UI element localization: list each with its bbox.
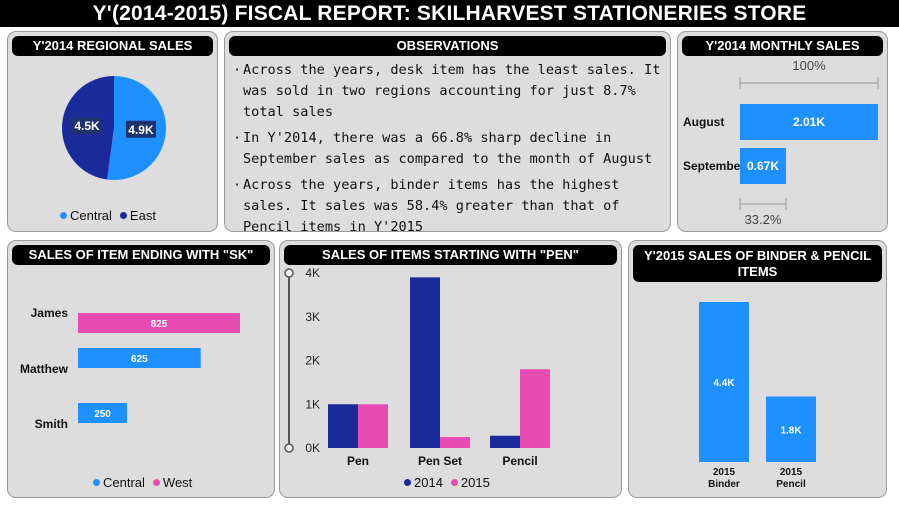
pen-bar-2015: [358, 404, 388, 448]
monthly-bar: [740, 104, 878, 140]
sk-sales-panel: SALES OF ITEM ENDING WITH "SK" James 825 M…: [7, 240, 275, 498]
month-label: September: [683, 159, 745, 173]
y-tick-label: 3K: [305, 310, 320, 324]
pie-data-label: 4.9K: [128, 123, 154, 137]
sk-data-label: 250: [94, 409, 111, 420]
west-legend-dot: [152, 479, 160, 486]
legend-label-central: Central: [70, 208, 112, 223]
x-tick-label: Pencil: [502, 454, 537, 468]
person-label: Smith: [35, 417, 68, 431]
legend-item-2014: 2014: [404, 475, 443, 490]
percent-bottom-label: 33.2%: [745, 212, 782, 227]
x-tick-label-item: Binder: [708, 479, 740, 490]
sk-sales-title: SALES OF ITEM ENDING WITH "SK": [12, 245, 270, 265]
binder-data-label: 4.4K: [713, 378, 735, 389]
pen-sales-title: SALES OF ITEMS STARTING WITH "PEN": [284, 245, 617, 265]
month-label: August: [683, 115, 724, 129]
binder-bar: [766, 396, 816, 462]
regional-pie-chart: 4.9K 4.5K: [61, 76, 166, 180]
legend-dot-2014: [404, 479, 411, 486]
legend-item-central: Central: [93, 475, 145, 490]
regional-legend: Central East: [60, 208, 156, 223]
pen-bar-2015: [440, 437, 470, 448]
pen-sales-panel: SALES OF ITEMS STARTING WITH "PEN" 0K 1K 2…: [279, 240, 622, 498]
sk-bar-chart: James 825 Matthew 625 Smith 250: [20, 306, 240, 431]
regional-sales-panel: Y'2014 REGIONAL SALES 4.9K 4.5K Central E…: [7, 31, 218, 232]
monthly-data-label: 2.01K: [793, 115, 825, 129]
x-tick-label-item: Pencil: [776, 479, 806, 490]
x-tick-label: Pen Set: [418, 454, 462, 468]
pen-bar-2014: [490, 435, 520, 448]
sk-bar: [78, 403, 128, 423]
legend-item-2015: 2015: [450, 475, 490, 490]
legend-label-west: West: [162, 475, 193, 490]
page-title: Y'(2014-2015) FISCAL REPORT: SKILHARVEST…: [0, 0, 899, 27]
observations-list: Across the years, desk item has the leas…: [225, 56, 670, 231]
pie-label-bg: [72, 117, 103, 135]
x-tick-label-year: 2015: [713, 467, 736, 478]
sk-data-label: 825: [151, 319, 168, 330]
observation-item: Across the years, binder items has the h…: [233, 175, 662, 231]
regional-sales-title: Y'2014 REGIONAL SALES: [12, 36, 213, 56]
sk-legend: Central West: [93, 475, 192, 490]
sk-data-label: 625: [131, 354, 148, 365]
central-legend-dot: [60, 212, 67, 219]
observations-title: OBSERVATIONS: [229, 36, 666, 56]
sk-bar: [78, 348, 201, 368]
y-tick-label: 4K: [305, 266, 320, 280]
monthly-sales-title: Y'2014 MONTHLY SALES: [682, 36, 883, 56]
legend-label-2014: 2014: [414, 475, 443, 490]
pen-bar-2014: [410, 277, 440, 448]
observations-panel: OBSERVATIONS Across the years, desk item…: [224, 31, 671, 232]
person-label: Matthew: [20, 362, 69, 376]
pen-bar-2014: [328, 404, 358, 448]
pie-label-bg: [125, 120, 156, 138]
binder-data-label: 1.8K: [780, 425, 802, 436]
monthly-bar-chart: 100% August 2.01K September 0.67K 33.2%: [683, 58, 879, 227]
east-legend-dot: [119, 212, 127, 219]
legend-label-east: East: [129, 208, 156, 223]
y-tick-label: 0K: [305, 441, 320, 455]
monthly-sales-panel: Y'2014 MONTHLY SALES 100% August 2.01K Sept…: [677, 31, 888, 232]
pen-bar-chart: 0K 1K 2K 3K 4K Pen Pen Set Pencil: [284, 266, 550, 468]
legend-item-west: West: [152, 475, 193, 490]
legend-label-2015: 2015: [460, 475, 490, 490]
observation-item: In Y'2014, there was a 66.8% sharp decli…: [233, 128, 662, 170]
percent-top-label: 100%: [792, 58, 826, 73]
y-tick-label: 2K: [305, 354, 320, 368]
x-tick-label: Pen: [347, 454, 369, 468]
binder-bar: [699, 302, 749, 462]
slider-handle: [284, 268, 294, 278]
slider-handle: [284, 443, 294, 453]
monthly-bar: [740, 148, 786, 184]
binder-pencil-title: Y'2015 SALES OF BINDER & PENCIL ITEMS: [633, 245, 882, 282]
legend-label-central: Central: [103, 475, 145, 490]
pie-data-label: 4.5K: [74, 119, 100, 133]
legend-item-east: East: [119, 208, 156, 223]
pen-bar-2015: [520, 369, 550, 448]
x-tick-label-year: 2015: [780, 467, 803, 478]
central-legend-dot: [93, 479, 100, 486]
monthly-data-label: 0.67K: [747, 159, 779, 173]
observation-item: Across the years, desk item has the leas…: [233, 60, 662, 123]
legend-dot-2015: [450, 479, 458, 486]
sk-bar: [78, 313, 240, 333]
y-tick-label: 1K: [305, 397, 320, 411]
person-label: James: [31, 306, 69, 320]
pen-legend: 2014 2015: [404, 475, 490, 490]
legend-item-central: Central: [60, 208, 112, 223]
binder-pencil-panel: Y'2015 SALES OF BINDER & PENCIL ITEMS 4.…: [628, 240, 887, 498]
